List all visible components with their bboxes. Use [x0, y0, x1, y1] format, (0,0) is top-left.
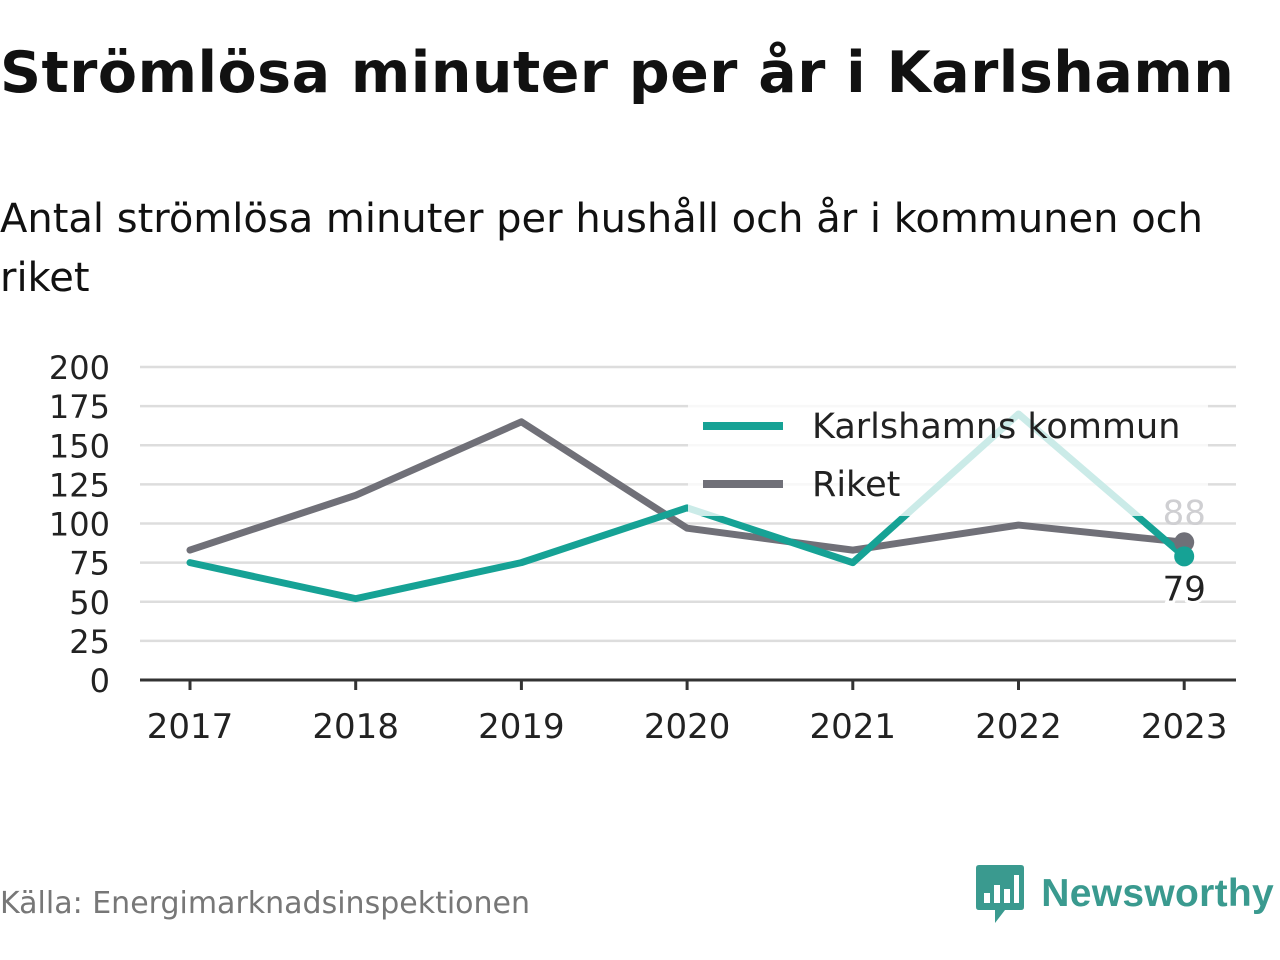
brand-name: Newsworthy	[1041, 872, 1274, 915]
x-tick-label: 2017	[147, 707, 234, 747]
y-tick-label: 0	[90, 662, 110, 700]
y-tick-label: 75	[69, 545, 110, 583]
legend-label-karlshamn: Karlshamns kommun	[812, 407, 1180, 447]
chart-subtitle: Antal strömlösa minuter per hushåll och …	[0, 196, 1204, 301]
source-note: Källa: Energimarknadsinspektionen	[0, 886, 531, 921]
legend-label-riket: Riket	[812, 465, 900, 505]
end-label-karlshamn: 79	[1163, 569, 1206, 609]
y-tick-label: 50	[69, 584, 110, 622]
newsworthy-logo-icon	[976, 865, 1025, 923]
brand-logo: Newsworthy	[975, 863, 1274, 925]
end-point-riket	[1174, 532, 1195, 553]
end-label-riket: 88	[1163, 493, 1206, 533]
x-tick-label: 2021	[810, 707, 897, 747]
y-tick-label: 150	[49, 427, 110, 465]
x-tick-label: 2022	[975, 707, 1062, 747]
legend-background	[688, 400, 1208, 516]
y-tick-label: 100	[49, 506, 110, 544]
series-line-riket	[186, 418, 1188, 554]
y-tick-label: 175	[49, 388, 110, 426]
end-point-karlshamn	[1174, 546, 1195, 567]
x-axis: 2017 2018 2019 2020 2021 2022 2023	[140, 678, 1236, 747]
x-tick-label: 2018	[312, 707, 399, 747]
chart-title: Strömlösa minuter per år i Karlshamn	[0, 40, 1235, 106]
y-tick-label: 200	[49, 349, 110, 387]
x-tick-label: 2020	[644, 707, 731, 747]
y-tick-label: 125	[49, 466, 110, 504]
y-tick-label: 25	[69, 623, 110, 661]
x-tick-label: 2023	[1141, 707, 1228, 747]
end-value-labels: 88 79	[1160, 493, 1209, 612]
x-tick-label: 2019	[478, 707, 565, 747]
legend: Karlshamns kommun Riket	[688, 400, 1208, 516]
